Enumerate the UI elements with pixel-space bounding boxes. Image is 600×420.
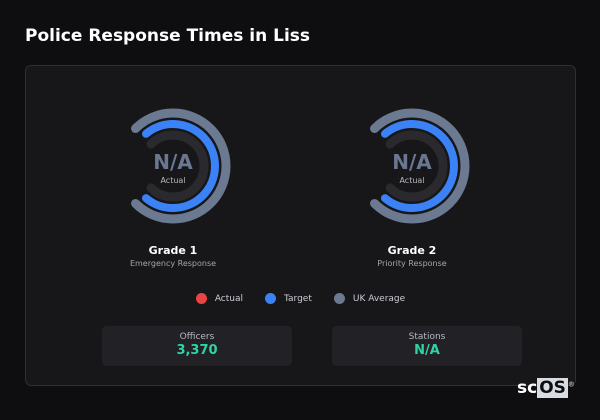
gauge-rings — [370, 108, 470, 224]
legend-label: UK Average — [352, 293, 406, 304]
stat-value: 3,370 — [176, 343, 218, 358]
gauge-value: N/A — [153, 150, 193, 174]
gauge-subtitle: Priority Response — [377, 259, 447, 268]
legend-label: Target — [284, 293, 312, 304]
uk-average-dot-icon — [333, 293, 345, 304]
gauge-rings — [131, 108, 231, 224]
legend-item-uk-average: UK Average — [333, 293, 406, 304]
uk-average-arc — [131, 108, 231, 224]
actual-track-arc — [146, 130, 209, 202]
page-title: Police Response Times in Liss — [25, 26, 311, 46]
actual-track-arc — [385, 130, 448, 202]
gauge-grade-2: N/A Actual Grade 2 Priority Response — [342, 106, 482, 268]
stat-officers: Officers 3,370 — [102, 326, 292, 366]
gauge-subtitle: Emergency Response — [129, 259, 217, 268]
target-arc — [142, 120, 219, 212]
legend-item-actual: Actual — [195, 293, 244, 304]
uk-average-arc — [370, 108, 470, 224]
legend-item-target: Target — [265, 293, 312, 304]
actual-dot-icon — [195, 293, 207, 304]
gauge-grade-1: N/A Actual Grade 1 Emergency Response — [103, 106, 243, 268]
legend: Actual Target UK Average — [26, 293, 575, 304]
stat-label: Officers — [179, 332, 215, 342]
gauge-name: Grade 1 — [148, 244, 198, 257]
stat-value: N/A — [414, 343, 440, 358]
gauge-value-label: Actual — [160, 176, 186, 185]
response-times-card: N/A Actual Grade 1 Emergency Response N/… — [25, 65, 576, 386]
target-arc — [381, 120, 458, 212]
scos-logo: sc OS ® — [517, 378, 575, 398]
gauge-value-label: Actual — [399, 176, 425, 185]
stat-label: Stations — [408, 332, 446, 342]
stat-stations: Stations N/A — [332, 326, 522, 366]
gauge-name: Grade 2 — [387, 244, 437, 257]
gauge-value: N/A — [392, 150, 432, 174]
target-dot-icon — [265, 293, 277, 304]
legend-label: Actual — [214, 293, 244, 304]
